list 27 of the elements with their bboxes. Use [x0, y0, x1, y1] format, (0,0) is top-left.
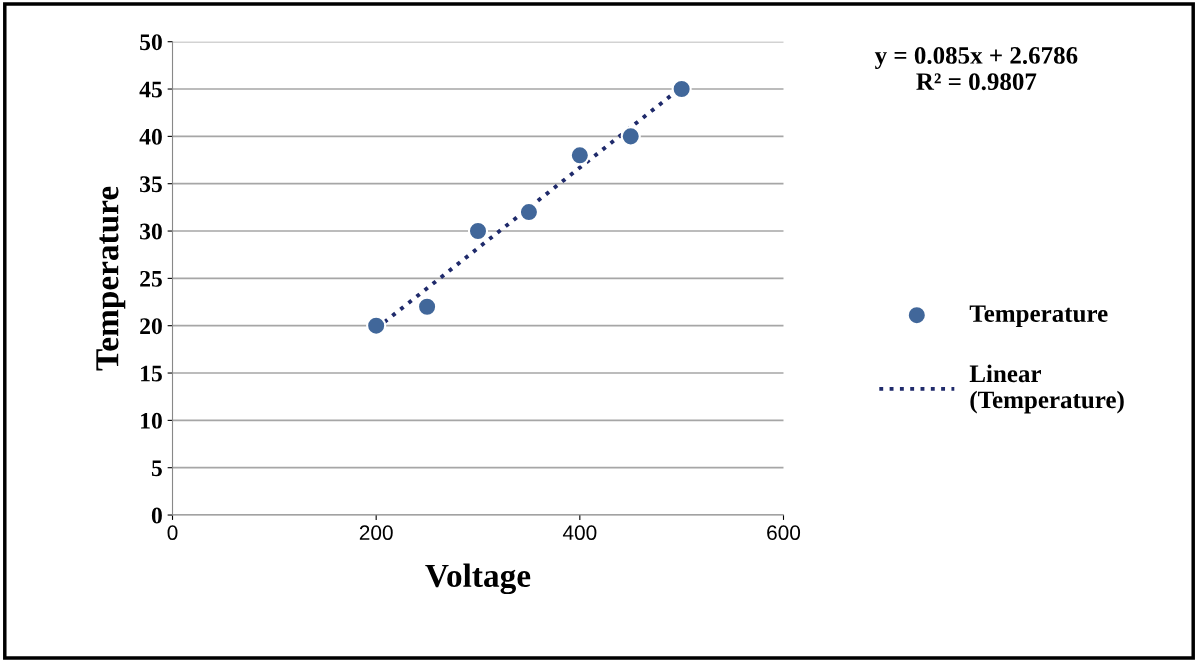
y-tick-label: 0	[151, 507, 162, 524]
x-axis-title: Voltage	[425, 563, 531, 595]
y-tick-label: 40	[139, 128, 162, 145]
y-tick-label: 45	[139, 81, 162, 98]
y-tick-label: 50	[140, 34, 162, 51]
y-tick-label: 20	[140, 318, 162, 335]
x-tick-label: 400	[562, 525, 597, 541]
y-tick-label: 25	[140, 270, 162, 287]
y-tick-label: 30	[140, 223, 162, 240]
legend-label: Temperature	[969, 305, 1108, 328]
x-tick-label: 0	[167, 525, 178, 541]
point	[366, 315, 387, 336]
legend-label: Linear (Temperature)	[969, 364, 1124, 414]
point	[620, 126, 641, 147]
y-tick-label: 35	[140, 176, 162, 193]
point	[467, 220, 489, 242]
y-tick-label: 15	[141, 365, 162, 382]
y-tick-label: 5	[151, 460, 162, 477]
point	[416, 296, 438, 317]
y-tick-label: 10	[141, 412, 162, 429]
y-axis-title: Temperature	[96, 186, 126, 371]
x-tick-label: 200	[359, 525, 393, 541]
text: y = 0.085x + 2.6786 R² = 0.9807	[874, 46, 1078, 91]
point	[671, 78, 692, 100]
x-tick-label: 600	[767, 525, 801, 541]
point	[518, 202, 540, 223]
point	[569, 145, 590, 166]
